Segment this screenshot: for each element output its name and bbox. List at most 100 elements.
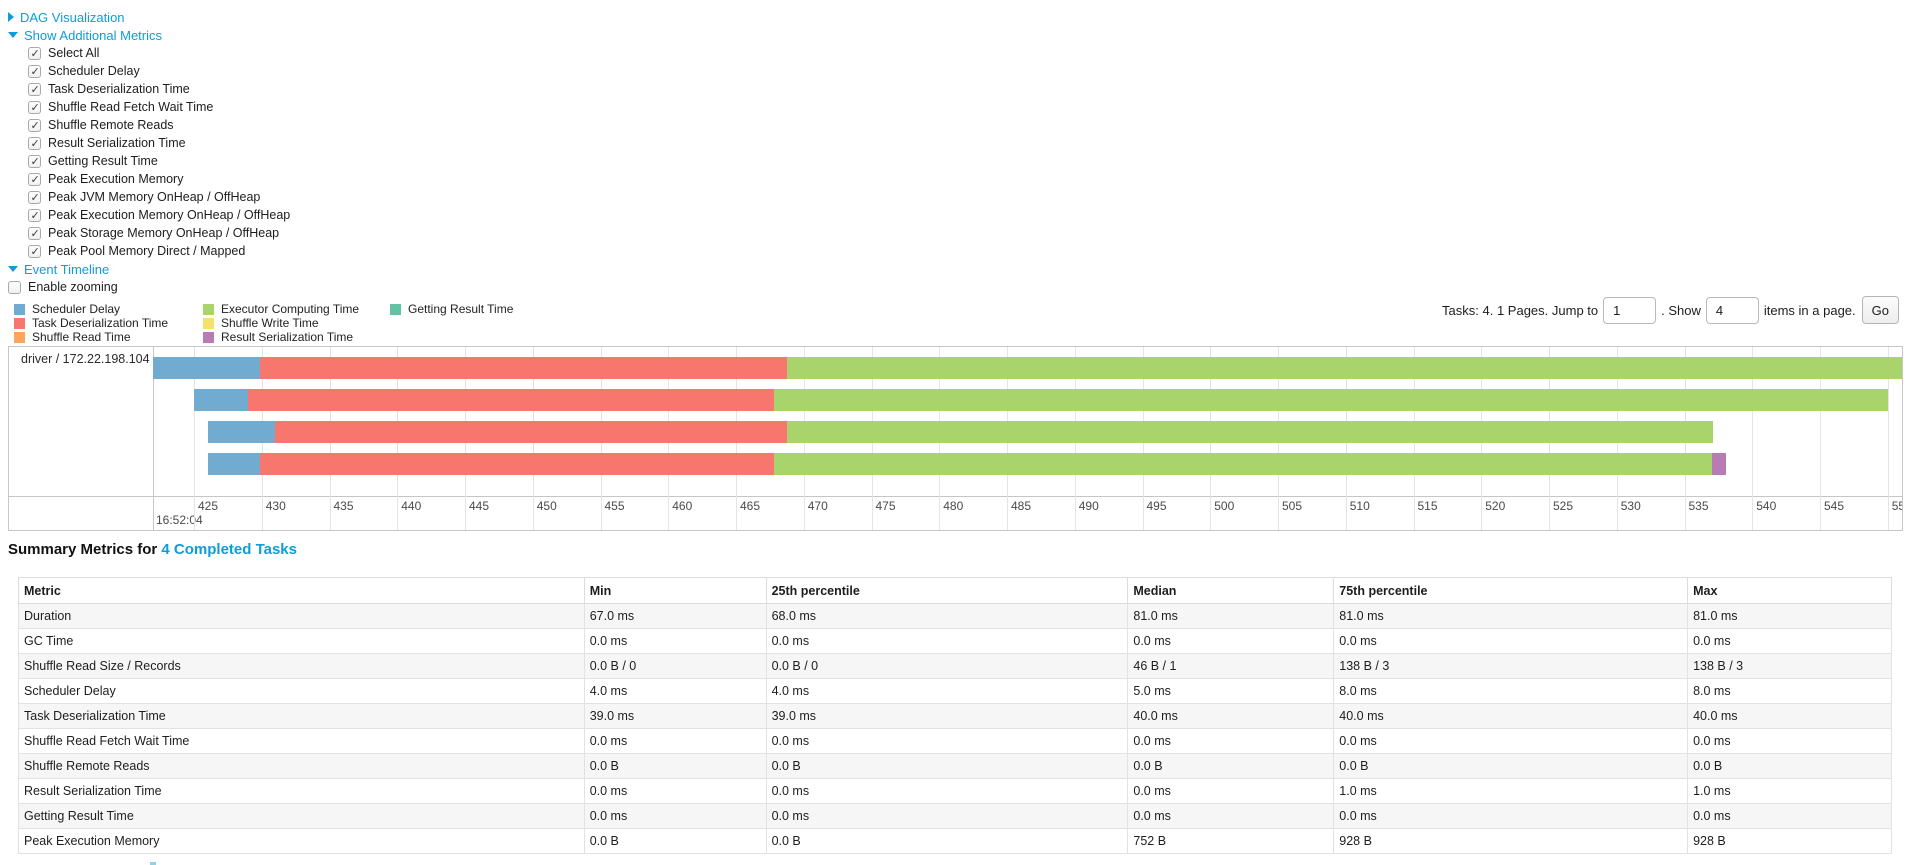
legend-label: Getting Result Time: [408, 302, 514, 316]
metric-checkbox[interactable]: [28, 244, 41, 258]
table-header-cell: 25th percentile: [765, 577, 1129, 604]
axis-tick-label: 550: [1891, 499, 1902, 513]
table-cell: Task Deserialization Time: [18, 703, 585, 729]
table-cell: 0.0 ms: [1127, 778, 1335, 804]
enable-zooming-checkbox[interactable]: [8, 280, 21, 294]
table-cell: 8.0 ms: [1687, 678, 1892, 704]
legend-label: Shuffle Read Time: [32, 330, 131, 344]
table-cell: Result Serialization Time: [18, 778, 585, 804]
metric-checkbox[interactable]: [28, 172, 41, 186]
table-cell: 81.0 ms: [1127, 603, 1335, 629]
table-cell: 0.0 ms: [1687, 728, 1892, 754]
axis-tick-label: 490: [1078, 499, 1099, 513]
chevron-down-icon: [8, 32, 18, 38]
metric-checkbox[interactable]: [28, 154, 41, 168]
task-bar-segment-executor-computing: [787, 421, 1713, 443]
metric-checkbox[interactable]: [28, 190, 41, 204]
metric-checkbox[interactable]: [28, 100, 41, 114]
items-per-page-input[interactable]: [1705, 296, 1759, 324]
show-additional-metrics-toggle[interactable]: Show Additional Metrics: [8, 26, 290, 44]
legend-item: Task Deserialization Time: [14, 316, 168, 330]
table-cell: 0.0 B / 0: [765, 653, 1129, 679]
table-cell: 0.0 ms: [765, 778, 1129, 804]
table-cell: GC Time: [18, 628, 585, 654]
dag-visualization-toggle[interactable]: DAG Visualization: [8, 8, 290, 26]
axis-tick-label: 520: [1485, 499, 1506, 513]
table-cell: 0.0 ms: [1333, 728, 1689, 754]
table-cell: 0.0 ms: [1687, 803, 1892, 829]
table-header-cell: Min: [583, 577, 767, 604]
axis-tick-label: 485: [1011, 499, 1032, 513]
table-cell: 752 B: [1127, 828, 1335, 854]
table-cell: 0.0 ms: [765, 728, 1129, 754]
task-bar[interactable]: [9, 357, 1902, 379]
metric-checkbox-row: Task Deserialization Time: [28, 80, 290, 98]
summary-heading-text: Summary Metrics for: [8, 541, 162, 558]
table-cell: 0.0 ms: [583, 728, 767, 754]
table-cell: 0.0 ms: [1127, 628, 1335, 654]
summary-metrics-table: Metric Min 25th percentile Median 75th perce…: [18, 577, 1892, 854]
legend-label: Task Deserialization Time: [32, 316, 169, 330]
axis-tick-label: 540: [1756, 499, 1777, 513]
table-cell: Shuffle Read Fetch Wait Time: [18, 728, 585, 754]
go-button[interactable]: Go: [1861, 296, 1899, 324]
metric-checkbox-label: Peak Execution Memory: [48, 172, 184, 186]
metric-checkbox-row: Peak Pool Memory Direct / Mapped: [28, 242, 290, 260]
metric-checkbox[interactable]: [28, 136, 41, 150]
legend-swatch: [14, 317, 25, 329]
legend-swatch: [203, 317, 214, 329]
table-cell: 81.0 ms: [1687, 603, 1892, 629]
table-cell: 0.0 B: [583, 828, 767, 854]
legend-swatch: [203, 331, 214, 343]
completed-tasks-link[interactable]: 4 Completed Tasks: [161, 541, 297, 558]
metric-checkbox[interactable]: [28, 82, 41, 96]
table-cell: 0.0 B / 0: [583, 653, 767, 679]
legend-label: Scheduler Delay: [32, 302, 121, 316]
metric-checkbox[interactable]: [28, 46, 41, 60]
task-bar-segment-scheduler-delay: [207, 453, 261, 475]
metric-checkbox-row: Peak Execution Memory: [28, 170, 290, 188]
table-cell: 0.0 ms: [583, 803, 767, 829]
table-cell: 67.0 ms: [583, 603, 767, 629]
task-bar[interactable]: [9, 389, 1902, 411]
table-cell: 0.0 ms: [1127, 803, 1335, 829]
metric-checkbox-row: Peak Storage Memory OnHeap / OffHeap: [28, 224, 290, 242]
table-cell: 138 B / 3: [1333, 653, 1689, 679]
task-bar[interactable]: [9, 453, 1902, 475]
task-bar-segment-executor-computing: [773, 389, 1888, 411]
axis-tick-label: 510: [1349, 499, 1370, 513]
task-bar-segment-task-deserialization: [275, 421, 788, 443]
task-bar-segment-result-serialization: [1711, 453, 1727, 475]
table-cell: 0.0 ms: [765, 803, 1129, 829]
show-additional-metrics-label: Show Additional Metrics: [24, 27, 163, 43]
metric-checkbox[interactable]: [28, 64, 41, 78]
metric-checkbox[interactable]: [28, 118, 41, 132]
metric-checkbox-row: Peak JVM Memory OnHeap / OffHeap: [28, 188, 290, 206]
jump-to-page-input[interactable]: [1603, 296, 1657, 324]
table-cell: 0.0 B: [1333, 753, 1689, 779]
axis-time-label: 16:52:04: [156, 513, 203, 527]
table-cell: 0.0 ms: [1333, 628, 1689, 654]
table-cell: 40.0 ms: [1127, 703, 1335, 729]
axis-tick-label: 500: [1214, 499, 1235, 513]
stage-page-controls: DAG Visualization Show Additional Metric…: [8, 8, 290, 296]
axis-tick-label: 465: [740, 499, 761, 513]
chevron-right-icon: [8, 12, 14, 22]
clipped-next-section-fragment: [150, 862, 156, 865]
table-cell: 0.0 ms: [765, 628, 1129, 654]
metric-checkbox[interactable]: [28, 226, 41, 240]
pagination-prefix-text: Tasks: 4. 1 Pages. Jump to: [1442, 302, 1599, 318]
task-bar-segment-executor-computing: [773, 453, 1712, 475]
metric-checkbox[interactable]: [28, 208, 41, 222]
event-timeline-toggle[interactable]: Event Timeline: [8, 260, 290, 278]
table-row: Shuffle Read Fetch Wait Time 0.0 ms 0.0 ms…: [18, 728, 1892, 754]
timeline-label-column-divider: [153, 347, 154, 530]
table-cell: Duration: [18, 603, 585, 629]
metric-checkbox-row: Select All: [28, 44, 290, 62]
legend-column: Getting Result Time: [390, 302, 513, 316]
axis-tick-label: 455: [604, 499, 625, 513]
grid-line: [194, 347, 195, 530]
enable-zooming-label: Enable zooming: [28, 280, 118, 294]
metric-checkbox-label: Getting Result Time: [48, 154, 158, 168]
task-bar[interactable]: [9, 421, 1902, 443]
